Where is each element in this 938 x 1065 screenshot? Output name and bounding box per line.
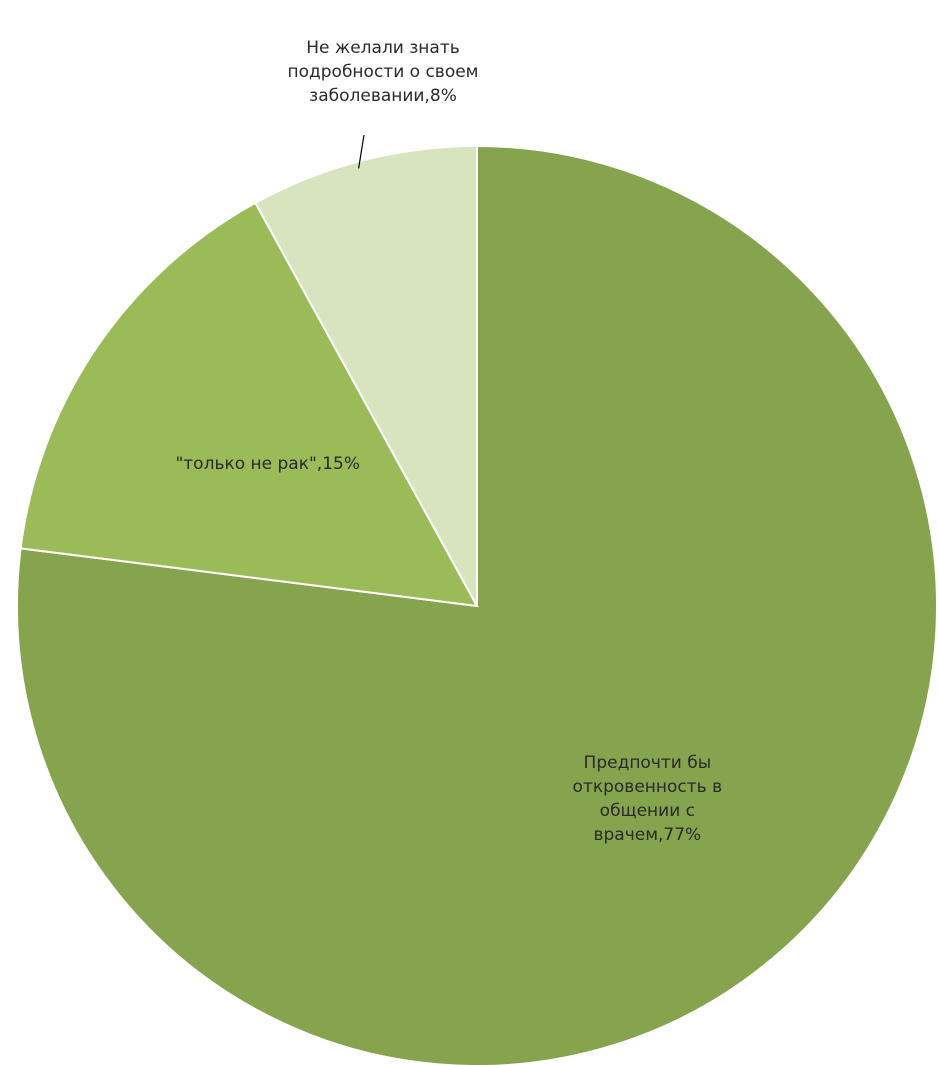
slice-no-details <box>254 144 478 607</box>
pie-slices <box>16 144 938 1065</box>
slice-candid-communication <box>16 144 938 1065</box>
data-label-candid-communication: Предпочти бы откровенность в общении с в… <box>572 753 723 846</box>
data-label-not-cancer: "только не рак",15% <box>175 453 360 474</box>
slice-not-cancer <box>19 201 479 608</box>
leader-line <box>358 134 365 169</box>
data-label-no-details: Не желали знать подробности о своем забо… <box>287 38 479 106</box>
